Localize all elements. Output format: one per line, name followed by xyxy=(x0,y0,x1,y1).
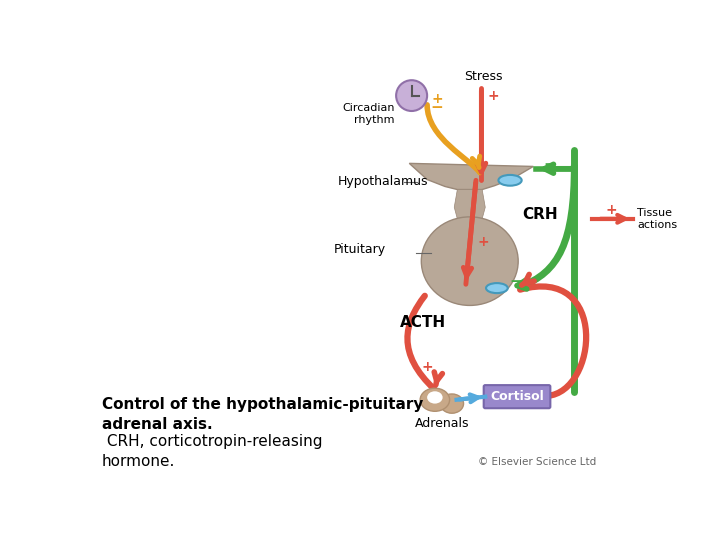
Text: Cortisol: Cortisol xyxy=(490,390,544,403)
Text: Adrenals: Adrenals xyxy=(415,417,470,430)
Circle shape xyxy=(396,80,427,111)
Text: Tissue
actions: Tissue actions xyxy=(637,208,678,230)
Text: Control of the hypothalamic-pituitary
adrenal axis.: Control of the hypothalamic-pituitary ad… xyxy=(102,397,423,432)
Ellipse shape xyxy=(427,392,443,403)
Text: © Elsevier Science Ltd: © Elsevier Science Ltd xyxy=(477,457,595,467)
Text: CRH, corticotropin-releasing
hormone.: CRH, corticotropin-releasing hormone. xyxy=(102,434,322,469)
Polygon shape xyxy=(409,164,534,190)
Text: −: − xyxy=(544,157,556,172)
Text: Hypothalamus: Hypothalamus xyxy=(338,176,428,188)
Ellipse shape xyxy=(441,394,464,413)
Ellipse shape xyxy=(420,388,449,411)
Text: Pituitary: Pituitary xyxy=(334,243,386,256)
Text: +: + xyxy=(421,360,433,374)
Text: +: + xyxy=(606,203,617,217)
Polygon shape xyxy=(454,190,485,219)
Ellipse shape xyxy=(486,283,508,293)
FancyBboxPatch shape xyxy=(484,385,550,408)
Text: +: + xyxy=(478,235,490,249)
Text: Stress: Stress xyxy=(464,70,502,83)
Text: −: − xyxy=(510,274,523,289)
Ellipse shape xyxy=(421,217,518,306)
Text: +: + xyxy=(431,92,443,106)
Text: +: + xyxy=(487,90,499,104)
Text: CRH: CRH xyxy=(523,207,558,222)
Text: −: − xyxy=(431,100,444,116)
Text: ACTH: ACTH xyxy=(400,315,446,330)
Text: Circadian
rhythm: Circadian rhythm xyxy=(342,103,395,125)
Ellipse shape xyxy=(498,175,522,186)
